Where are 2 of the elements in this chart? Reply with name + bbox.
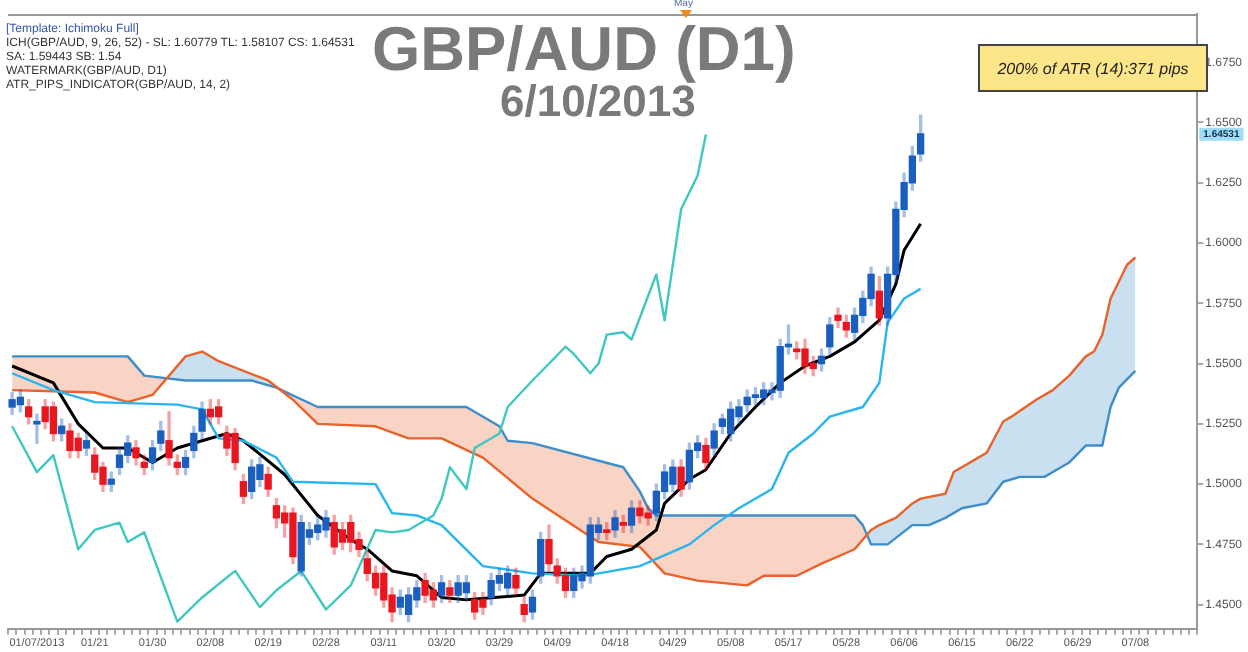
- note-box: 200% of ATR (14):371 pips: [978, 44, 1208, 92]
- candlestick: [33, 413, 41, 444]
